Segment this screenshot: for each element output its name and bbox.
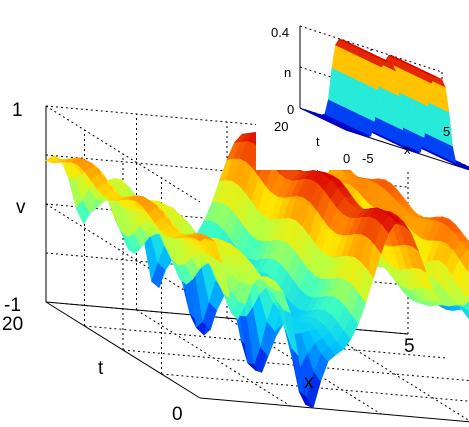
surface-patch xyxy=(458,268,469,297)
t-tick-max: 20 xyxy=(2,314,23,335)
x-axis-label: x xyxy=(304,372,314,393)
main-axis-labels: 1 v -1 20 t 0 x 5 xyxy=(2,100,415,425)
surface-patch xyxy=(465,263,469,273)
x-tick-max: 5 xyxy=(404,336,415,357)
inset-surface-patch xyxy=(465,166,469,169)
surface-patch xyxy=(461,232,469,244)
inset-z-axis-label: n xyxy=(284,65,291,80)
inset-x-tick-max: 5 xyxy=(443,124,450,139)
inset-x-axis-label: x xyxy=(404,142,411,157)
inset-t-tick-max: 20 xyxy=(274,119,288,134)
grid-line xyxy=(45,203,201,301)
inset-chart: 0.4 n 0 20 t 0 -5 x 5 xyxy=(256,10,469,171)
inset-surface xyxy=(299,38,469,171)
inset-z-tick-min: 0 xyxy=(287,102,294,117)
inset-t-axis-label: t xyxy=(316,134,320,149)
surface-patch xyxy=(456,295,469,306)
t-tick-min: 0 xyxy=(172,404,183,425)
t-axis-label: t xyxy=(98,358,104,379)
inset-x-tick-min: -5 xyxy=(362,151,374,166)
t-axis-line xyxy=(45,301,201,399)
surface-patch xyxy=(459,248,469,270)
x-axis-line xyxy=(199,397,469,423)
grid-line xyxy=(161,373,469,402)
surface-patch xyxy=(464,284,469,298)
inset-surface-patch xyxy=(464,167,469,170)
z-tick-max: 1 xyxy=(12,100,23,121)
surface-patch xyxy=(460,240,469,250)
surface-patch xyxy=(460,305,469,319)
z-tick-min: -1 xyxy=(4,295,21,316)
inset-t-tick-min: 0 xyxy=(343,151,350,166)
inset-surface-patch xyxy=(467,166,469,168)
main-surface xyxy=(45,132,469,409)
z-axis-label: v xyxy=(16,197,26,218)
inset-z-tick-max: 0.4 xyxy=(271,25,289,40)
